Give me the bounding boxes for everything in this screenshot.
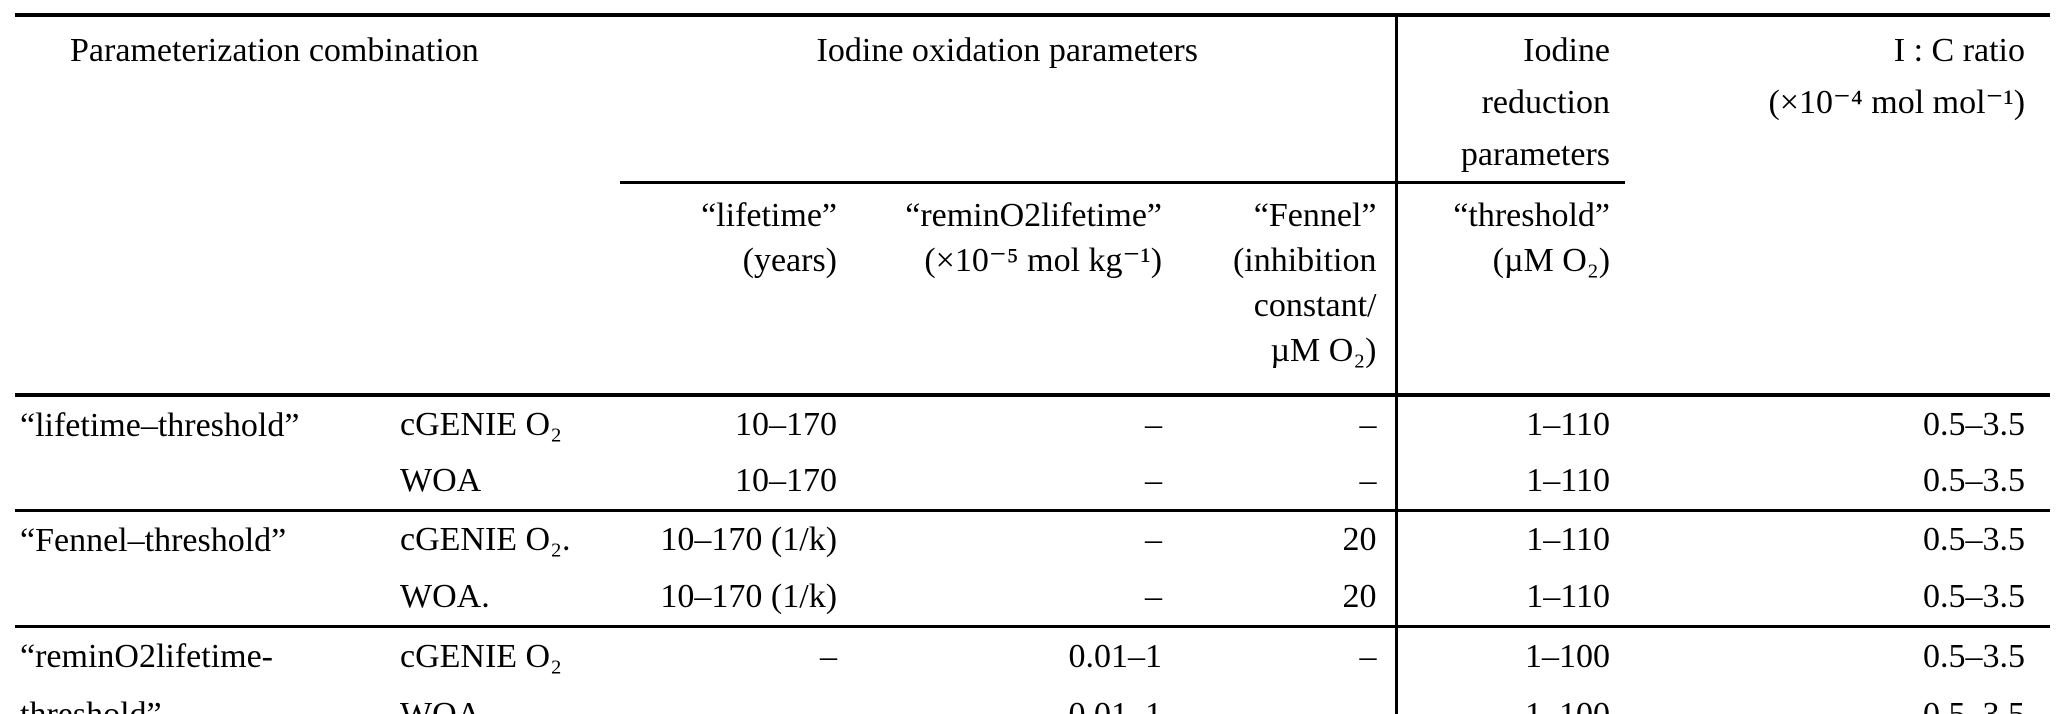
cell-model: WOA: [400, 461, 482, 499]
header-iodine-reduction-parameters: Iodine reduction parameters: [1394, 15, 1626, 184]
cell-remin-o2-lifetime: 0.01–1: [850, 625, 1176, 687]
cell-remin-o2-lifetime: 0.01–1: [850, 686, 1175, 714]
cell-fennel: –: [1175, 686, 1396, 714]
cell-fennel: 20: [1342, 577, 1377, 615]
table-row: “Fennel–threshold” cGENIE O₂. 10–170 (1/…: [15, 509, 2051, 627]
cell-fennel: –: [1359, 461, 1377, 499]
cell-threshold: 1–110: [1394, 568, 1626, 627]
group-label-remino2lifetime-threshold: “reminO2lifetime- threshold”: [15, 625, 395, 714]
cell-ic-ratio: 0.5–3.5: [1923, 461, 2026, 499]
cell-threshold: 1–110: [1394, 509, 1626, 569]
header-parameterization-combination: Parameterization combination: [70, 32, 479, 69]
cell-ic-ratio: 0.5–3.5: [1625, 625, 2051, 687]
header-spacer-cell: [15, 183, 620, 395]
group-label-lifetime-threshold: “lifetime–threshold”: [15, 392, 395, 511]
subheader-fennel: “Fennel” (inhibition constant/ µM O₂): [1232, 197, 1377, 369]
cell-ic-ratio: 0.5–3.5: [1625, 686, 2050, 714]
cell-threshold: 1–110: [1394, 392, 1626, 453]
table-row: “reminO2lifetime- threshold” cGENIE O₂ –…: [15, 625, 2051, 714]
cell-lifetime: 10–170: [735, 461, 838, 499]
cell-fennel: –: [1175, 625, 1397, 687]
cell-lifetime: 10–170 (1/k): [660, 577, 838, 615]
cell-remin-o2-lifetime: –: [850, 392, 1176, 453]
header-ic-ratio: I : C ratio (×10⁻⁴ mol mol⁻¹): [1768, 32, 2026, 121]
cell-model: cGENIE O₂.: [395, 509, 621, 569]
subheader-remin-o2-lifetime: “reminO2lifetime” (×10⁻⁵ mol kg⁻¹): [905, 197, 1163, 279]
cell-ic-ratio: 0.5–3.5: [1923, 577, 2026, 615]
cell-model: WOA.: [400, 577, 490, 615]
cell-lifetime: 10–170: [620, 392, 851, 453]
table-row: WOA – 0.01–1 – 1–100 0.5–3.5: [15, 686, 2050, 714]
cell-fennel: –: [1175, 392, 1397, 453]
table-row: WOA. 10–170 (1/k) – 20 1–110 0.5–3.5: [15, 568, 2050, 627]
header-row-groups: Parameterization combination Iodine oxid…: [15, 15, 2050, 184]
cell-threshold: 1–100: [1394, 625, 1626, 687]
cell-ic-ratio: 0.5–3.5: [1625, 509, 2051, 569]
cell-remin-o2-lifetime: –: [850, 509, 1176, 569]
header-spacer-cell: [1625, 183, 2050, 395]
parameterization-table: Parameterization combination Iodine oxid…: [15, 13, 2051, 714]
cell-ic-ratio: 0.5–3.5: [1625, 392, 2051, 453]
cell-threshold: 1–110: [1394, 452, 1626, 511]
cell-lifetime: –: [620, 686, 850, 714]
cell-model: WOA: [395, 686, 620, 714]
cell-remin-o2-lifetime: –: [1145, 461, 1163, 499]
group-label-fennel-threshold: “Fennel–threshold”: [15, 509, 395, 627]
cell-model: cGENIE O₂: [395, 392, 621, 453]
table-row: “lifetime–threshold” cGENIE O₂ 10–170 – …: [15, 392, 2051, 511]
cell-threshold: 1–100: [1394, 686, 1626, 714]
subheader-lifetime: “lifetime” (years): [701, 197, 838, 279]
cell-lifetime: 10–170 (1/k): [620, 509, 851, 569]
cell-remin-o2-lifetime: –: [1145, 577, 1163, 615]
header-row-subcolumns: “lifetime” (years) “reminO2lifetime” (×1…: [15, 182, 2050, 395]
table-row: WOA 10–170 – – 1–110 0.5–3.5: [15, 452, 2050, 511]
cell-fennel: 20: [1175, 509, 1397, 569]
cell-model: cGENIE O₂: [395, 625, 621, 687]
header-iodine-oxidation-parameters: Iodine oxidation parameters: [620, 15, 1397, 184]
subheader-threshold: “threshold” (µM O₂): [1394, 182, 1626, 395]
cell-lifetime: –: [620, 625, 851, 687]
